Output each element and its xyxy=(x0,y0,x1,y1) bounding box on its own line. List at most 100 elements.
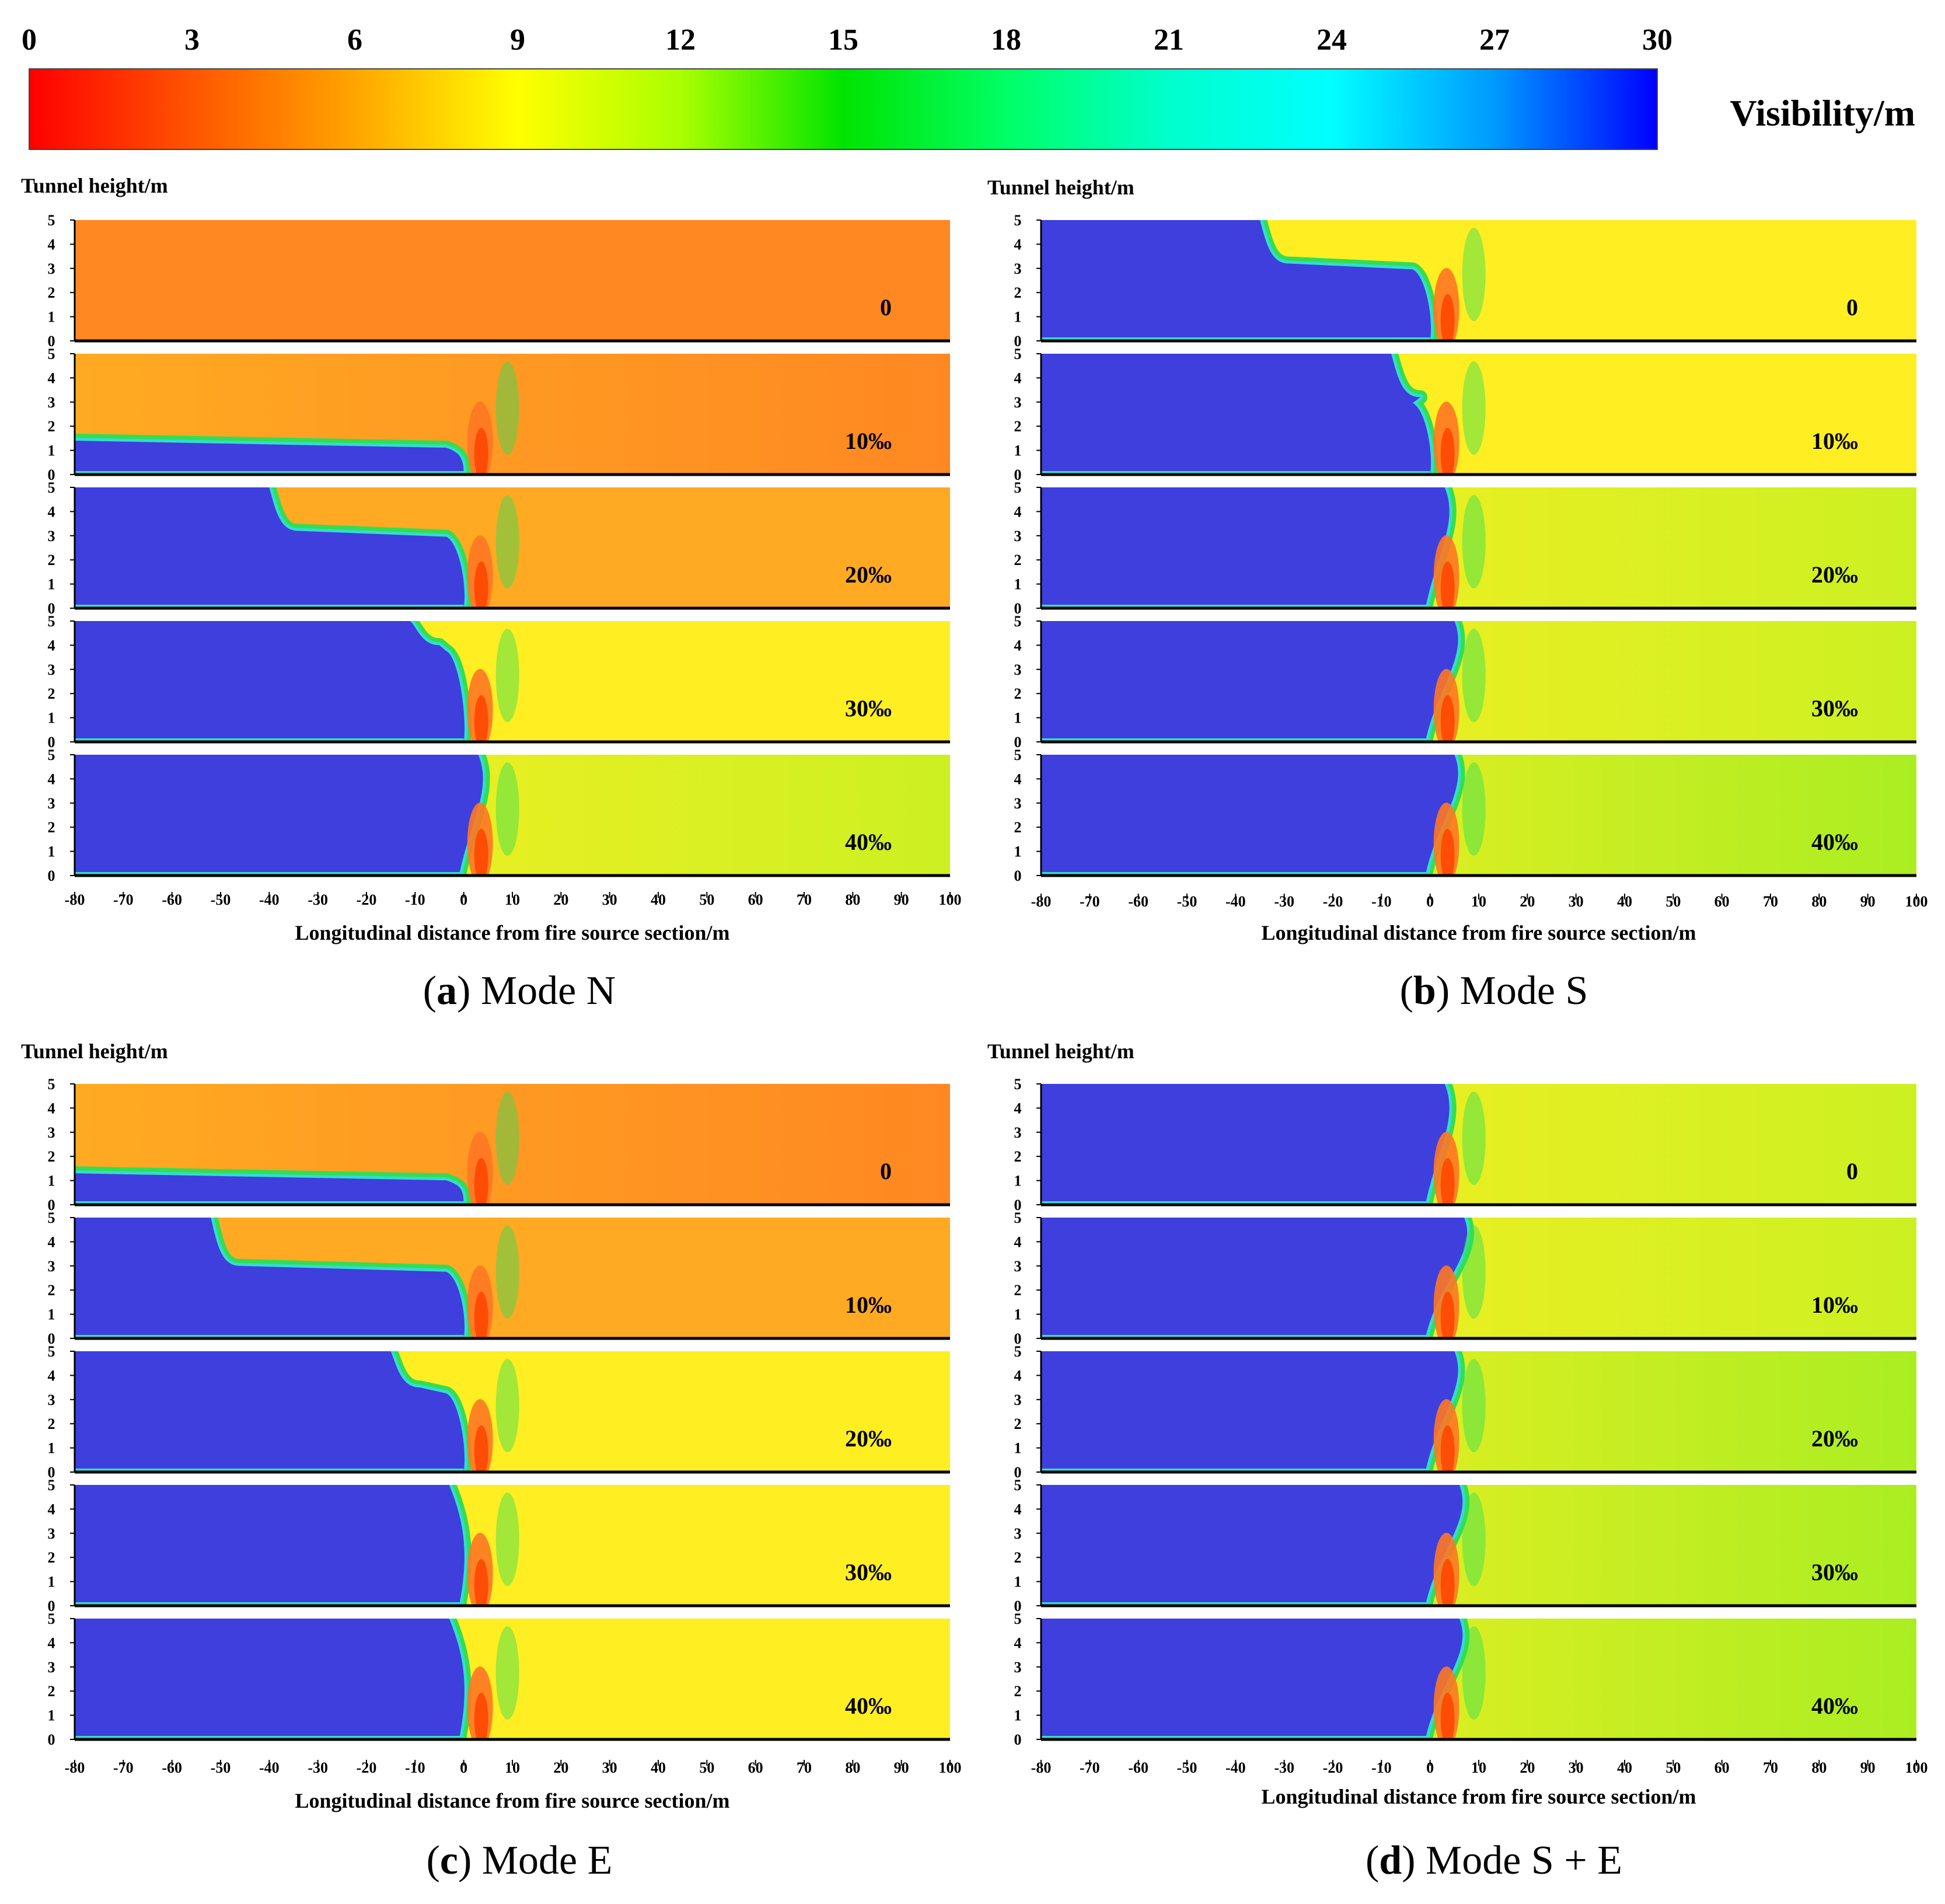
y-tick-label: 1 xyxy=(1014,1306,1022,1323)
floor-boundary xyxy=(1041,605,1430,608)
y-tick-label: 5 xyxy=(48,1610,55,1627)
colorbar-title: Visibility/m xyxy=(1730,92,1915,134)
x-tick-label: -30 xyxy=(1274,1759,1294,1776)
clear-air-region xyxy=(1041,1084,1450,1205)
x-tick-label: 50 xyxy=(1665,893,1681,910)
x-tick-label: 60 xyxy=(1714,893,1730,910)
panel-slope-label: 30‰ xyxy=(1811,695,1858,721)
turbulent-smoke-band xyxy=(1462,1225,1486,1319)
y-tick-label: 1 xyxy=(1014,309,1022,326)
x-tick-label: -30 xyxy=(1274,893,1294,910)
x-tick-label: -80 xyxy=(65,1759,85,1776)
panel-4: 0 1 2 3 4 5 30‰ xyxy=(1014,1477,1916,1614)
turbulent-smoke-band xyxy=(495,762,519,856)
x-tick-label: 40 xyxy=(1617,893,1632,910)
y-tick-label: 3 xyxy=(48,1258,55,1275)
y-tick-label: 2 xyxy=(48,284,55,301)
y-tick-label: 4 xyxy=(48,1100,55,1117)
caption-mode: Mode E xyxy=(482,1838,613,1883)
turbulent-smoke-band xyxy=(495,1092,519,1185)
colorbar-tick-labels: 0 3 6 9 12 15 18 21 24 27 30 xyxy=(22,23,1672,57)
x-tick-label: 60 xyxy=(748,1759,763,1776)
caption-mode: Mode S + E xyxy=(1426,1838,1622,1883)
panel-1: 0 1 2 3 4 5 0 xyxy=(1014,212,1916,350)
x-tick-label: -10 xyxy=(405,1759,425,1776)
y-tick-label: 1 xyxy=(48,1707,55,1724)
fire-plume-core xyxy=(474,1292,488,1338)
y-tick-label: 2 xyxy=(1014,1148,1022,1165)
x-tick-label: 90 xyxy=(894,1759,909,1776)
y-tick-label: 2 xyxy=(48,1415,55,1432)
floor-boundary xyxy=(1041,1469,1430,1472)
x-tick-label: -30 xyxy=(308,1759,328,1776)
smoke-field xyxy=(75,220,950,341)
clear-air-region xyxy=(75,487,465,608)
fire-plume-core xyxy=(474,1425,488,1472)
turbulent-smoke-band xyxy=(1462,361,1486,455)
y-tick-label: 3 xyxy=(48,795,55,812)
fire-plume-core xyxy=(1440,428,1455,475)
y-tick-label: 4 xyxy=(48,1501,55,1518)
clear-air-region xyxy=(75,621,465,742)
y-tick-label: 3 xyxy=(48,1124,55,1141)
y-tick-label: 0 xyxy=(48,734,55,751)
x-tick-label: 0 xyxy=(1426,1759,1434,1776)
x-tick-label: 50 xyxy=(699,1759,714,1776)
x-tick-label: -50 xyxy=(211,1759,231,1776)
x-tick-label: 100 xyxy=(939,1759,962,1776)
colorbar-tick-21: 21 xyxy=(1154,23,1184,57)
panel-slope-label: 10‰ xyxy=(1811,1292,1858,1318)
clear-air-region xyxy=(1041,487,1450,608)
x-tick-label: -50 xyxy=(1177,893,1197,910)
panel-slope-label: 30‰ xyxy=(845,695,892,721)
x-tick-label: -40 xyxy=(259,1759,280,1776)
panel-3: 0 1 2 3 4 5 20‰ xyxy=(48,1343,950,1481)
panel-5: 0 1 2 3 4 5 40‰ xyxy=(48,747,950,884)
panel-slope-label: 10‰ xyxy=(845,428,892,454)
y-tick-label: 5 xyxy=(48,212,55,229)
x-tick-label: 10 xyxy=(1471,1759,1486,1776)
clear-air-region xyxy=(75,1485,465,1606)
turbulent-smoke-band xyxy=(1462,1359,1486,1453)
turbulent-smoke-band xyxy=(495,1626,519,1720)
y-tick-label: 0 xyxy=(48,1197,55,1213)
x-tick-label: 70 xyxy=(1763,1759,1778,1776)
y-tick-label: 2 xyxy=(48,1282,55,1299)
x-tick-label: 90 xyxy=(894,891,909,908)
turbulent-smoke-band xyxy=(1462,228,1486,322)
y-tick-label: 1 xyxy=(48,1440,55,1457)
caption-letter: b xyxy=(1413,968,1436,1013)
panel-slope-label: 40‰ xyxy=(845,1693,892,1719)
y-tick-label: 0 xyxy=(1014,600,1022,617)
colorbar-tick-0: 0 xyxy=(22,23,37,57)
x-axis-title: Longitudinal distance from fire source s… xyxy=(1262,921,1696,944)
x-axis: -80 -70 -60 -50 -40 -30 -20 -10 0 10 20 30 40 50 60 70 8… xyxy=(1031,1759,1928,1776)
y-tick-label: 4 xyxy=(48,1233,55,1250)
y-tick-label: 2 xyxy=(1014,418,1022,435)
clear-air-region xyxy=(75,1351,465,1472)
y-tick-label: 3 xyxy=(1014,1392,1022,1408)
y-tick-label: 4 xyxy=(1014,1634,1022,1651)
x-tick-label: -50 xyxy=(1177,1759,1197,1776)
y-tick-label: 3 xyxy=(48,260,55,277)
fire-plume-core xyxy=(1440,1693,1455,1739)
panel-slope-label: 0 xyxy=(880,1158,892,1184)
x-tick-label: 30 xyxy=(1569,893,1584,910)
panel-slope-label: 20‰ xyxy=(845,1425,892,1452)
clear-air-region xyxy=(1041,1485,1463,1606)
y-tick-label: 2 xyxy=(1014,685,1022,702)
x-tick-label: -70 xyxy=(1080,893,1100,910)
turbulent-smoke-band xyxy=(1462,1092,1486,1185)
y-tick-label: 5 xyxy=(1014,747,1022,763)
panel-4: 0 1 2 3 4 5 30‰ xyxy=(48,1477,950,1614)
floor-boundary xyxy=(75,605,464,608)
y-tick-label: 1 xyxy=(48,442,55,459)
x-tick-label: 0 xyxy=(1426,893,1434,910)
x-axis-title: Longitudinal distance from fire source s… xyxy=(1262,1785,1696,1808)
x-tick-label: -80 xyxy=(1031,893,1052,910)
clear-air-region xyxy=(75,441,464,475)
fire-plume-core xyxy=(1440,695,1455,742)
y-tick-label: 5 xyxy=(48,1209,55,1226)
y-tick-label: 2 xyxy=(48,1549,55,1566)
